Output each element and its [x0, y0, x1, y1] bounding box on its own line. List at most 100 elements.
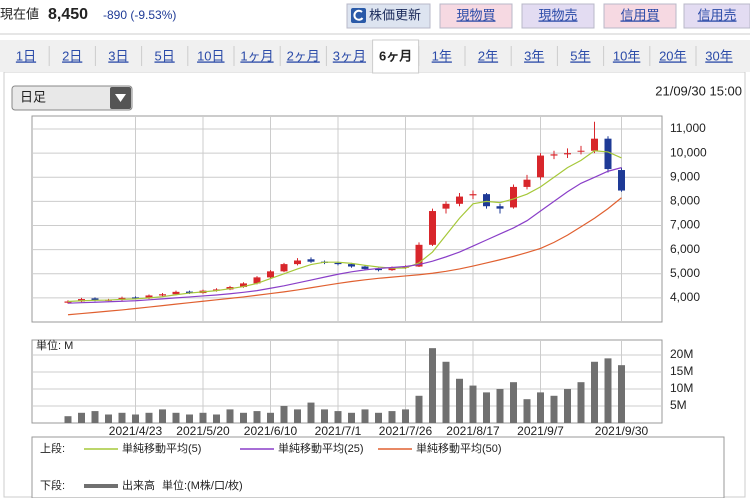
- y-tick-label: 15M: [670, 364, 693, 378]
- tab[interactable]: 10年: [613, 48, 640, 63]
- ma-line: [67, 167, 622, 304]
- tab[interactable]: 30年: [705, 48, 732, 63]
- price: 8,450: [48, 6, 88, 23]
- candle-body: [132, 297, 139, 299]
- candle-body: [91, 298, 99, 301]
- x-tick-label: 2021/8/17: [446, 424, 500, 438]
- tab[interactable]: 3日: [108, 48, 128, 63]
- candle-body: [253, 277, 261, 284]
- ma-line: [67, 197, 622, 316]
- button-label[interactable]: 現物売: [538, 7, 577, 22]
- volume-bar: [213, 414, 220, 423]
- volume-bar: [348, 412, 355, 423]
- volume-bar: [537, 392, 544, 423]
- candle-body: [469, 194, 477, 196]
- candle-body: [334, 262, 342, 265]
- volume-bar: [375, 412, 382, 423]
- candle-body: [267, 271, 274, 278]
- volume-bar: [415, 395, 423, 423]
- unit-label: 単位: M: [36, 338, 73, 352]
- button[interactable]: [683, 3, 750, 29]
- volume-bar: [159, 409, 166, 423]
- candle-body: [523, 179, 531, 187]
- legend-title: 上段:: [40, 441, 65, 455]
- candle-body: [240, 283, 247, 288]
- price-label: 現在値: [0, 6, 39, 21]
- x-tick-label: 2021/7/1: [315, 424, 362, 438]
- plot-area: [31, 115, 663, 323]
- candle-body: [159, 294, 166, 296]
- candle-body: [483, 194, 490, 207]
- volume-bar: [240, 412, 247, 423]
- volume-bar: [186, 414, 193, 423]
- volume-bar: [469, 385, 477, 423]
- candle-body: [280, 264, 288, 272]
- tab[interactable]: 2ヶ月: [287, 48, 320, 63]
- refresh-arrow: [353, 9, 364, 21]
- tab[interactable]: 3年: [524, 48, 544, 63]
- candle-body: [402, 266, 409, 268]
- tab[interactable]: 2日: [62, 48, 82, 63]
- legend-box: [31, 436, 725, 498]
- volume-bar: [618, 365, 625, 423]
- tab[interactable]: 3ヶ月: [333, 48, 366, 63]
- button[interactable]: [603, 3, 677, 29]
- volume-bar: [429, 348, 436, 423]
- tab[interactable]: 20年: [659, 48, 686, 63]
- button-label[interactable]: 現物買: [456, 7, 495, 22]
- volume-bar: [321, 409, 328, 423]
- candle-body: [577, 150, 585, 152]
- legend-title: 下段:: [40, 478, 65, 492]
- button[interactable]: [521, 3, 595, 29]
- tab: 6ヶ月: [379, 48, 412, 63]
- candle-body: [429, 211, 436, 245]
- tab[interactable]: 5年: [570, 48, 590, 63]
- interval-select[interactable]: [11, 85, 133, 111]
- candle-body: [361, 266, 369, 269]
- volume-bar: [78, 412, 85, 423]
- volume-bar: [496, 388, 504, 423]
- candle-body: [172, 291, 180, 295]
- volume-bar: [456, 378, 463, 423]
- y-tick-label: 9,000: [670, 169, 700, 183]
- volume-bar: [604, 358, 612, 423]
- tab[interactable]: 2年: [478, 48, 498, 63]
- tab[interactable]: 1日: [16, 48, 36, 63]
- tab[interactable]: 1年: [432, 48, 452, 63]
- volume-bar: [172, 412, 180, 423]
- tab[interactable]: 10日: [197, 48, 224, 63]
- y-tick-label: 10M: [670, 381, 693, 395]
- volume-bar: [226, 409, 234, 423]
- candle-body: [564, 153, 571, 155]
- volume-bar: [564, 388, 571, 423]
- candle-body: [186, 291, 193, 294]
- x-tick-label: 2021/7/26: [379, 424, 433, 438]
- ma-line: [67, 150, 622, 303]
- volume-bar: [145, 412, 153, 423]
- timestamp: 21/09/30 15:00: [655, 83, 742, 98]
- legend-label: 単純移動平均(25): [278, 441, 364, 455]
- candle-body: [375, 268, 382, 271]
- button[interactable]: [439, 3, 513, 29]
- volume-bar: [307, 402, 315, 423]
- candle-body: [348, 264, 355, 267]
- y-tick-label: 4,000: [670, 290, 700, 304]
- legend-label: 単純移動平均(5): [122, 441, 201, 455]
- candle-body: [537, 155, 544, 178]
- x-tick-label: 2021/6/10: [244, 424, 298, 438]
- candle-body: [307, 259, 315, 262]
- y-tick-label: 11,000: [670, 121, 706, 135]
- y-tick-label: 20M: [670, 347, 693, 361]
- button-label[interactable]: 信用買: [620, 7, 659, 22]
- volume-bar: [199, 412, 207, 423]
- y-tick-label: 5M: [670, 398, 687, 412]
- volume-bar: [442, 361, 450, 423]
- volume-bar: [91, 411, 99, 423]
- tab[interactable]: 5日: [154, 48, 174, 63]
- candle-body: [294, 260, 301, 265]
- tab-selected: [372, 39, 420, 74]
- button-label[interactable]: 信用売: [697, 7, 736, 22]
- tab[interactable]: 1ヶ月: [240, 48, 273, 63]
- candle-body: [415, 244, 423, 267]
